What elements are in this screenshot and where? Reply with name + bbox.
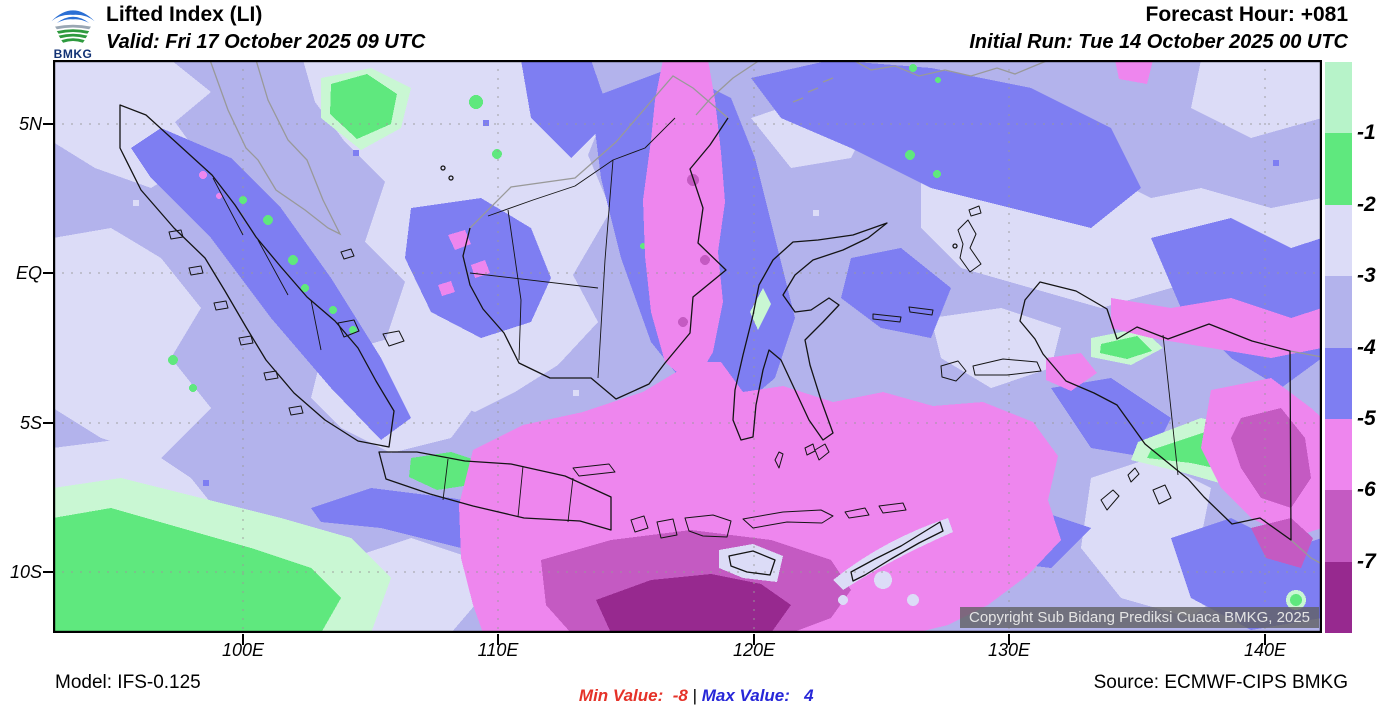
lat-axis-label: EQ xyxy=(15,263,42,283)
model-label: Model: IFS-0.125 xyxy=(55,672,201,693)
minmax-values: Min Value: -8 | Max Value: 4 xyxy=(560,666,814,709)
lon-axis-label: 100E xyxy=(221,640,265,660)
indonesia-coastlines xyxy=(119,104,1292,582)
initial-run: Initial Run: Tue 14 October 2025 00 UTC xyxy=(969,31,1348,53)
copyright-overlay: Copyright Sub Bidang Prediksi Cuaca BMKG… xyxy=(959,607,1319,628)
lon-tick xyxy=(1008,634,1010,645)
colorbar-segment xyxy=(1325,276,1352,348)
lon-axis-label: 120E xyxy=(732,640,776,660)
min-value-label: Min Value: xyxy=(578,686,673,705)
colorbar-label: -1 xyxy=(1357,121,1376,144)
page-title: Lifted Index (LI) xyxy=(106,3,263,26)
colorbar-label: -4 xyxy=(1357,336,1376,359)
forecast-hour: Forecast Hour: +081 xyxy=(1145,3,1349,26)
colorbar-segment xyxy=(1325,133,1352,205)
map-canvas: Copyright Sub Bidang Prediksi Cuaca BMKG… xyxy=(52,59,1323,634)
valid-datetime: Valid: Fri 17 October 2025 09 UTC xyxy=(106,31,426,53)
colorbar-label: -3 xyxy=(1357,264,1376,287)
lon-tick xyxy=(1264,634,1266,645)
lat-axis-label: 10S xyxy=(9,562,42,582)
lon-tick xyxy=(753,634,755,645)
max-value: 4 xyxy=(804,686,814,705)
foreign-coastlines xyxy=(209,59,1323,565)
colorbar-segment xyxy=(1325,561,1352,633)
graticule xyxy=(53,60,1322,633)
lat-axis-label: 5N xyxy=(18,114,42,134)
lon-tick xyxy=(497,634,499,645)
lon-tick xyxy=(242,634,244,645)
lat-tick xyxy=(43,123,53,125)
bmkg-logo-icon xyxy=(51,10,95,43)
colorbar-label: -5 xyxy=(1357,407,1376,430)
colorbar-segment xyxy=(1325,62,1352,134)
colorbar-label: -7 xyxy=(1357,550,1376,573)
minmax-separator: | xyxy=(687,686,702,705)
colorbar-segment xyxy=(1325,347,1352,419)
min-value: -8 xyxy=(672,686,688,705)
lat-tick xyxy=(43,571,53,573)
colorbar-segment xyxy=(1325,418,1352,491)
max-value-label: Max Value: xyxy=(701,686,805,705)
colorbar-label: -6 xyxy=(1357,478,1376,501)
lon-axis-label: 110E xyxy=(477,640,519,660)
lat-tick xyxy=(43,422,53,424)
lifted-index-map xyxy=(52,59,1323,634)
colorbar xyxy=(1325,62,1352,633)
source-label: Source: ECMWF-CIPS BMKG xyxy=(1093,672,1348,693)
lon-axis-label: 130E xyxy=(987,640,1031,660)
map-frame xyxy=(52,59,1323,634)
bmkg-logo-text: BMKG xyxy=(53,47,93,61)
colorbar-label: -2 xyxy=(1357,193,1376,216)
colorbar-segment xyxy=(1325,204,1352,277)
colorbar-segment xyxy=(1325,490,1352,562)
lat-axis-label: 5S xyxy=(19,413,42,433)
contour-field xyxy=(53,60,1322,633)
bmkg-logo: BMKG xyxy=(44,1,102,61)
lon-axis-label: 140E xyxy=(1243,640,1287,660)
lat-tick xyxy=(43,272,53,274)
